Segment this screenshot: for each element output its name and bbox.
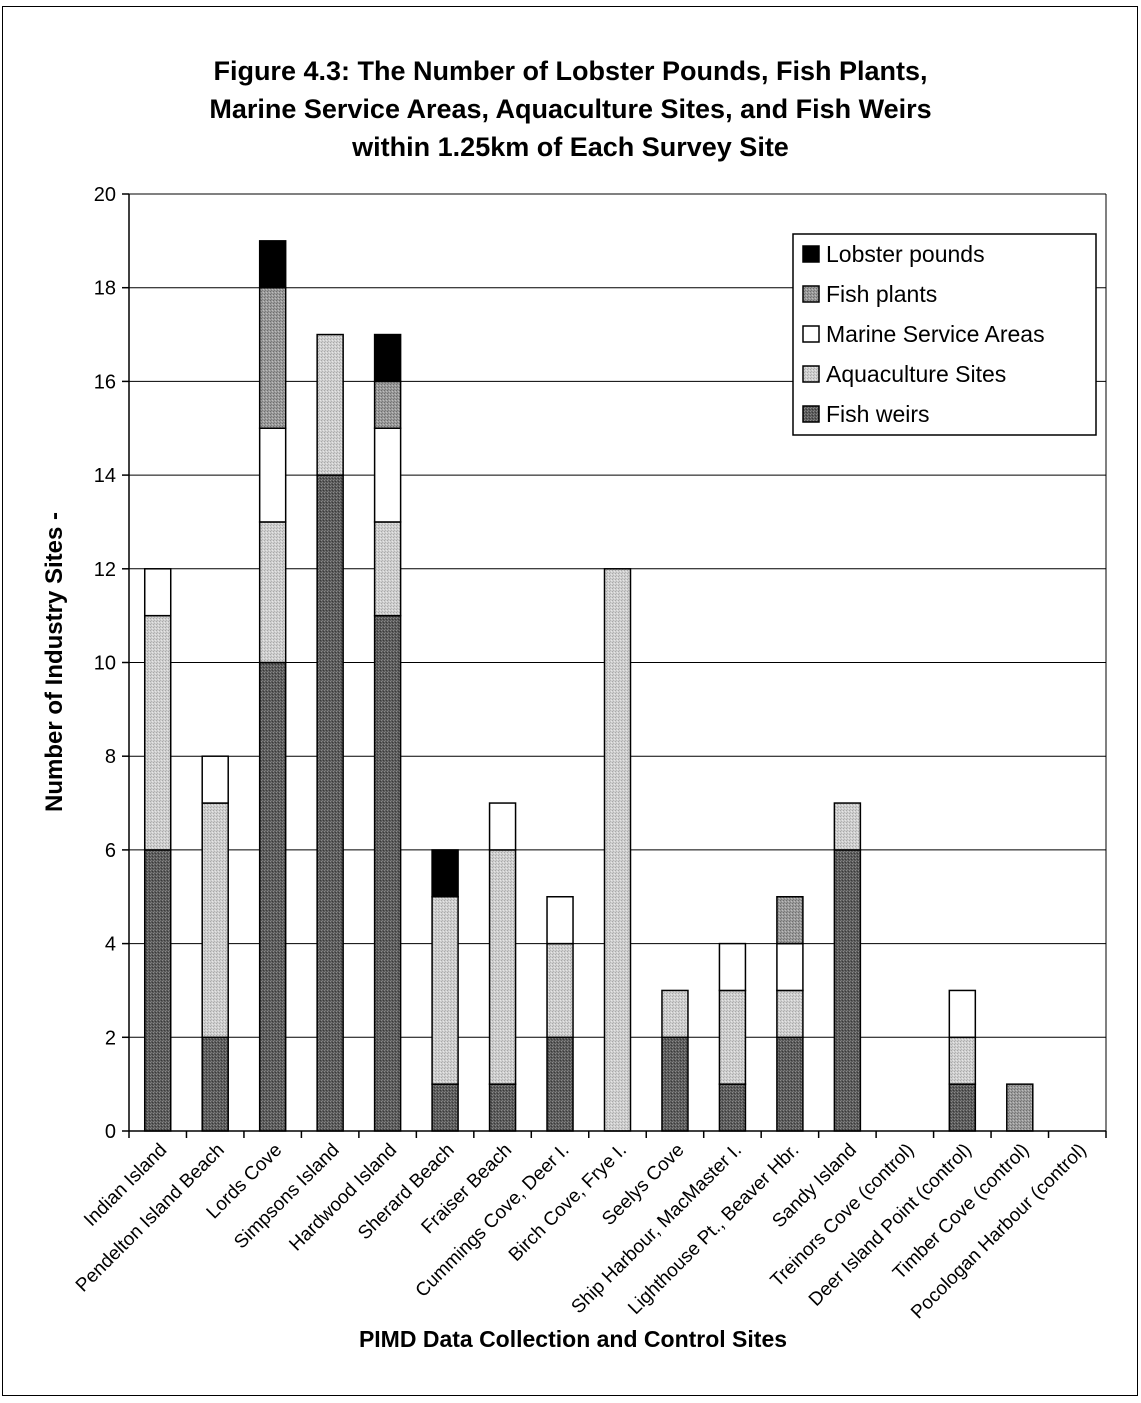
y-tick-label: 14	[94, 465, 116, 487]
bar-fish-weirs-ship-harbour-macmaster-i	[718, 1083, 747, 1132]
y-tick-label: 10	[94, 653, 116, 675]
bar-aquaculture-sites-pendelton-island-beach	[201, 802, 229, 1039]
bar-aquaculture-sites-fraiser-beach	[488, 849, 517, 1085]
legend-swatch-lobster-pounds	[802, 245, 820, 263]
bar-marine-service-areas-indian-island	[143, 568, 172, 617]
x-axis-title: PIMD Data Collection and Control Sites	[359, 1326, 787, 1352]
y-tick-label: 8	[105, 746, 116, 768]
bar-fish-weirs-lighthouse-pt-beaver-hbr	[776, 1036, 804, 1132]
y-tick-labels: 0 2 4 6 8 10 12 14 16 18 20	[94, 184, 116, 1143]
bar-fish-weirs-sandy-island	[833, 849, 862, 1132]
bar-aquaculture-sites-seelys-cove	[661, 989, 689, 1039]
bar-lobster-pounds-sherard-beach	[431, 849, 459, 898]
y-tick-label: 2	[105, 1027, 116, 1049]
bar-aquaculture-sites-lighthouse-pt-beaver-hbr	[776, 989, 804, 1039]
bar-aquaculture-sites-ship-harbour-macmaster-i	[718, 989, 747, 1085]
bar-aquaculture-sites-deer-island-point-control	[948, 1036, 977, 1085]
bar-fish-plants-hardwood-island	[373, 380, 402, 429]
y-tick-label: 18	[94, 278, 116, 300]
bar-fish-weirs-indian-island	[143, 849, 172, 1132]
bar-aquaculture-sites-simpsons-island	[316, 333, 344, 476]
bar-fish-plants-lords-cove	[258, 286, 287, 430]
bar-aquaculture-sites-sherard-beach	[431, 896, 459, 1085]
x-tick-label: Hardwood Island	[285, 1140, 401, 1256]
legend-label-marine-service-areas: Marine Service Areas	[826, 321, 1045, 347]
x-tick-label: Simpsons Island	[230, 1140, 343, 1253]
chart-title-line-1: Figure 4.3: The Number of Lobster Pounds…	[213, 56, 928, 86]
legend-label-aquaculture-sites: Aquaculture Sites	[826, 361, 1006, 387]
legend-label-fish-plants: Fish plants	[826, 281, 937, 307]
bar-fish-weirs-sherard-beach	[431, 1083, 459, 1132]
bar-marine-service-areas-pendelton-island-beach	[201, 755, 229, 804]
bar-aquaculture-sites-birch-cove-frye-i	[603, 568, 632, 1132]
bar-lobster-pounds-lords-cove	[258, 240, 287, 289]
bar-marine-service-areas-fraiser-beach	[488, 802, 517, 851]
y-tick-label: 6	[105, 840, 116, 862]
bars	[143, 240, 1034, 1132]
y-tick-label: 20	[94, 184, 116, 206]
legend-swatch-fish-plants	[802, 285, 820, 303]
legend-swatch-marine-service-areas	[802, 325, 820, 343]
legend-label-lobster-pounds: Lobster pounds	[826, 241, 985, 267]
bar-fish-plants-lighthouse-pt-beaver-hbr	[776, 896, 804, 945]
y-tick-label: 4	[105, 934, 116, 956]
bar-fish-weirs-cummings-cove-deer-i	[546, 1036, 574, 1132]
bar-aquaculture-sites-lords-cove	[258, 521, 287, 664]
y-tick-label: 0	[105, 1121, 116, 1143]
chart-title-line-2: Marine Service Areas, Aquaculture Sites,…	[209, 94, 932, 124]
legend-swatch-fish-weirs	[802, 405, 820, 423]
legend-swatch-aquaculture-sites	[802, 365, 820, 383]
bar-marine-service-areas-lighthouse-pt-beaver-hbr	[776, 942, 804, 992]
bar-fish-weirs-pendelton-island-beach	[201, 1036, 229, 1132]
legend: Lobster pounds Fish plants Marine Service …	[792, 233, 1097, 436]
bar-marine-service-areas-deer-island-point-control	[948, 989, 977, 1039]
bar-marine-service-areas-lords-cove	[258, 427, 287, 523]
y-tick-label: 16	[94, 371, 116, 393]
legend-label-fish-weirs: Fish weirs	[826, 401, 930, 427]
bar-aquaculture-sites-cummings-cove-deer-i	[546, 942, 574, 1039]
bar-aquaculture-sites-hardwood-island	[373, 521, 402, 617]
legend-box	[792, 233, 1097, 436]
bar-aquaculture-sites-indian-island	[143, 614, 172, 851]
axes	[122, 193, 1107, 1138]
bar-fish-weirs-seelys-cove	[661, 1036, 689, 1132]
bar-aquaculture-sites-sandy-island	[833, 802, 862, 851]
bar-marine-service-areas-hardwood-island	[373, 427, 402, 523]
bar-fish-weirs-simpsons-island	[316, 474, 344, 1132]
bar-lobster-pounds-hardwood-island	[373, 333, 402, 383]
bar-fish-weirs-deer-island-point-control	[948, 1083, 977, 1132]
chart-title-line-3: within 1.25km of Each Survey Site	[352, 132, 789, 162]
y-axis-title: Number of Industry Sites -	[41, 512, 68, 812]
bar-marine-service-areas-cummings-cove-deer-i	[546, 896, 574, 945]
bar-fish-weirs-hardwood-island	[373, 614, 402, 1132]
chart-frame	[2, 6, 1138, 1396]
y-tick-label: 12	[94, 559, 116, 581]
chart-title: Figure 4.3: The Number of Lobster Pounds…	[0, 52, 1141, 166]
bar-fish-plants-timber-cove-control	[1006, 1083, 1034, 1132]
bar-marine-service-areas-ship-harbour-macmaster-i	[718, 942, 747, 992]
bar-fish-weirs-fraiser-beach	[488, 1083, 517, 1132]
bar-fish-weirs-lords-cove	[258, 661, 287, 1132]
